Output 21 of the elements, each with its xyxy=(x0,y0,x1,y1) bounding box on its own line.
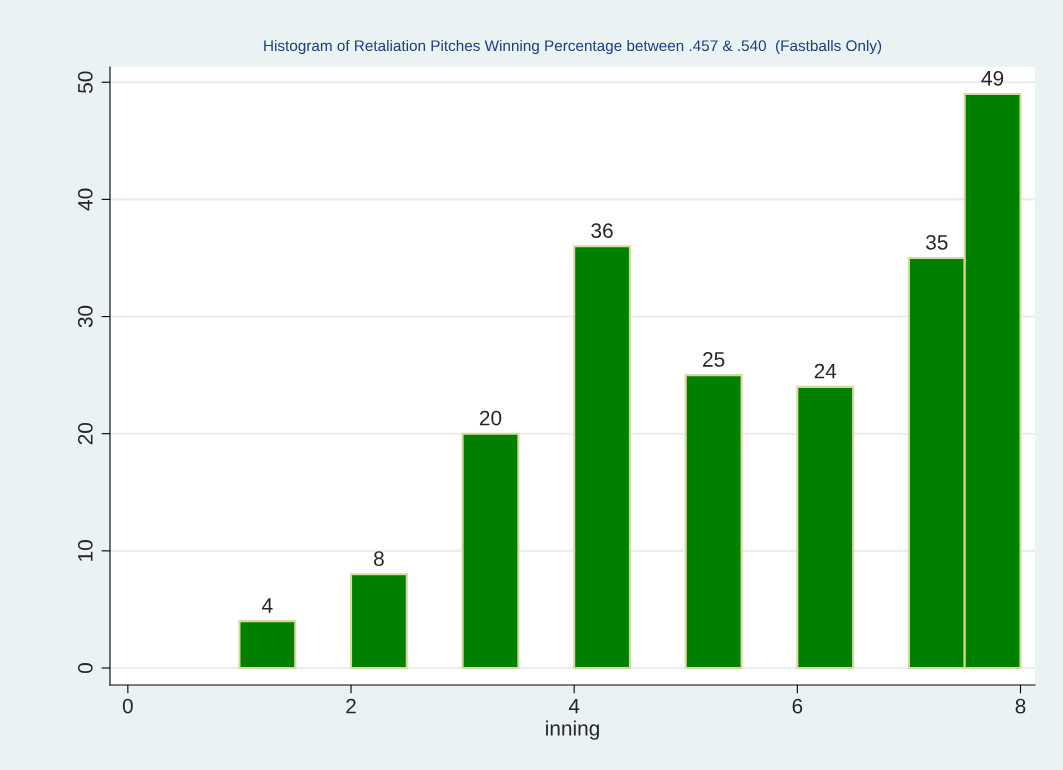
data-label: 24 xyxy=(814,363,837,379)
data-label: 4 xyxy=(262,598,273,613)
x-axis-title: inning xyxy=(546,720,599,740)
x-tick-label: 2 xyxy=(346,698,356,714)
data-label: 20 xyxy=(479,410,502,426)
data-label: 25 xyxy=(703,352,725,367)
y-tick-label: 0 xyxy=(77,663,93,673)
x-tick-label: 4 xyxy=(568,698,580,714)
x-tick-label: 0 xyxy=(122,698,133,714)
data-label: 49 xyxy=(981,70,1004,86)
data-label: 36 xyxy=(591,223,613,238)
y-tick-label: 50 xyxy=(77,71,93,93)
data-label: 35 xyxy=(926,234,948,250)
x-tick-label: 6 xyxy=(792,698,803,714)
x-tick-label: 8 xyxy=(1015,698,1026,714)
y-tick-label: 40 xyxy=(77,188,93,211)
data-label: 8 xyxy=(374,551,384,566)
y-tick-label: 10 xyxy=(77,540,93,561)
y-tick-label: 30 xyxy=(77,305,93,328)
y-tick-label: 20 xyxy=(77,422,93,445)
chart-title: Histogram of Retaliation Pitches Winning Percentage between .457 & .540 (Fastballs Only) xyxy=(264,39,882,55)
